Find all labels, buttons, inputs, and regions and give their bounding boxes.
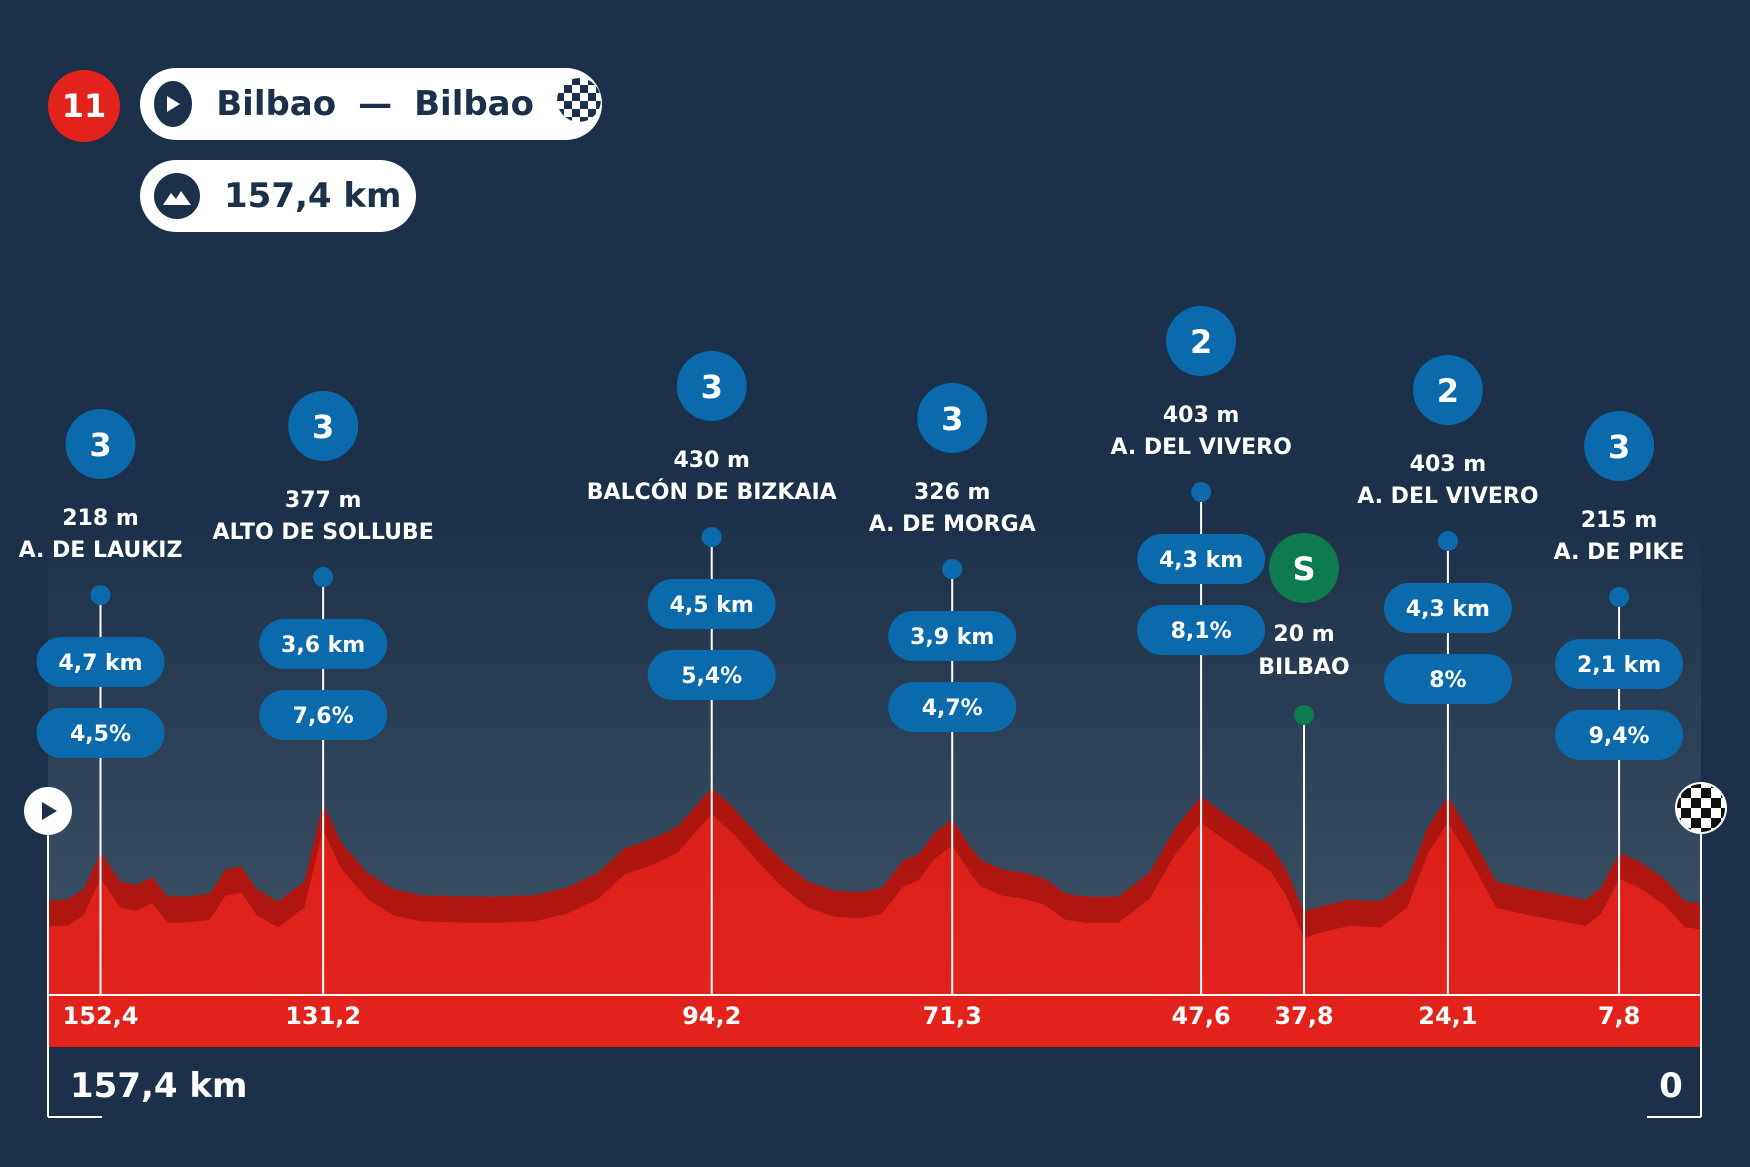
finish-marker-checker [1677,784,1725,832]
climb-grade-pill [647,650,776,700]
mountain-icon [154,173,200,219]
climb-name-label: A. DE PIKE [1554,540,1685,565]
climb-top-dot [90,585,111,605]
climb-length-label: 4,3 km [1159,548,1243,573]
climb-length-label: 4,3 km [1406,597,1490,622]
climb-grade-label: 7,6% [293,704,354,729]
stage-distance: 157,4 km [224,176,402,216]
climb-category-label: 2 [1437,372,1459,410]
profile-ridge-band [48,788,1701,938]
route-pill: Bilbao — Bilbao [140,68,602,140]
climb-category-label: 3 [701,368,723,406]
climb-category-label: 2 [1190,323,1212,361]
stage-number: 11 [61,87,107,125]
climb-altitude-label: 215 m [1581,508,1658,533]
climb-category-label: 3 [1608,428,1630,466]
climb-length-pill [647,579,776,629]
climb-length-label: 3,9 km [910,625,994,650]
climb-length-label: 4,7 km [58,651,142,676]
climb-category-badge [1584,411,1655,481]
climb-grade-pill [1383,654,1512,704]
climb-altitude-label: 430 m [673,448,750,473]
sprint-altitude-label: 20 m [1273,622,1334,647]
climb-grade-pill [259,690,388,740]
climb-altitude-label: 403 m [1410,452,1487,477]
climb-grade-label: 4,5% [70,722,131,747]
climb-grade-label: 4,7% [922,696,983,721]
sprint-badge-label: S [1293,550,1316,588]
climb-altitude-label: 403 m [1163,403,1240,428]
distance-pill: 157,4 km [140,160,416,232]
climb-category-badge [288,391,359,461]
climb-category-badge [917,383,988,453]
finish-city: Bilbao [414,84,534,124]
km-marker-label: 131,2 [285,1002,361,1030]
climb-top-dot [313,567,334,587]
finish-flag-icon [556,77,602,132]
climb-name-label: A. DE LAUKIZ [19,538,183,563]
labels-layer: 3 218 m A. DE LAUKIZ 4,7 km 4,5% 3 377 m ALTO D… [19,306,1685,760]
climb-grade-pill [1555,710,1684,760]
sprint-name-label: BILBAO [1258,655,1349,680]
climb-length-pill [36,637,165,687]
climb-name-label: ALTO DE SOLLUBE [213,520,434,545]
climb-category-label: 3 [89,426,111,464]
start-marker-triangle [42,802,57,820]
sprint-badge [1269,533,1340,603]
start-play-marker-icon [24,787,72,835]
finish-zero-label: 0 [1659,1066,1683,1106]
climb-altitude-label: 377 m [285,488,362,513]
climb-grade-label: 5,4% [681,664,742,689]
km-marker-label: 94,2 [682,1002,741,1030]
climb-length-pill [888,611,1017,661]
km-marker-label: 71,3 [923,1002,982,1030]
profile-layer [48,788,1701,1047]
climb-length-label: 2,1 km [1577,653,1661,678]
start-play-icon [154,81,193,127]
climb-top-dot [942,559,963,579]
km-marker-label: 47,6 [1171,1002,1230,1030]
climb-name-label: A. DEL VIVERO [1357,484,1538,509]
start-city: Bilbao [216,84,337,124]
climb-top-dot [1191,482,1212,502]
km-marker-label: 152,4 [63,1002,139,1030]
km-marker-label: 37,8 [1274,1002,1333,1030]
climb-top-dot [701,527,722,547]
sprint-dot [1294,705,1315,725]
finish-flag-marker-icon [1675,782,1727,834]
climb-category-badge [1166,306,1237,376]
total-distance-label: 157,4 km [70,1066,247,1106]
climb-length-pill [1383,583,1512,633]
km-marker-label: 24,1 [1418,1002,1477,1030]
climb-grade-label: 9,4% [1589,724,1650,749]
climb-category-badge [1412,355,1483,425]
climb-length-label: 4,5 km [670,593,754,618]
climb-grade-pill [888,682,1017,732]
climb-altitude-label: 326 m [914,480,991,505]
km-marker-label: 7,8 [1598,1002,1641,1030]
route-separator: — [358,84,393,124]
climb-altitude-label: 218 m [62,506,139,531]
climb-name-label: A. DEL VIVERO [1110,435,1291,460]
climb-length-label: 3,6 km [281,633,365,658]
climb-name-label: BALCÓN DE BIZKAIA [587,479,837,505]
climb-category-badge [65,409,136,479]
km-strip [48,995,1701,1047]
stage-number-badge: 11 [48,70,120,142]
climb-grade-pill [36,708,165,758]
climb-top-dot [1437,531,1458,551]
climb-length-pill [1555,639,1684,689]
climb-length-pill [1137,534,1266,584]
climb-category-label: 3 [941,400,963,438]
climb-top-dot [1609,587,1630,607]
climb-grade-label: 8,1% [1171,619,1232,644]
climb-length-pill [259,619,388,669]
climb-grade-pill [1137,605,1266,655]
climb-category-label: 3 [312,408,334,446]
climb-name-label: A. DE MORGA [869,512,1036,537]
climb-category-badge [676,351,747,421]
climb-grade-label: 8% [1429,668,1466,693]
axis-layer: 157,4 km 0 152,4 131,2 94,2 71,3 47,6 24,1 7,8 37… [24,782,1727,1118]
